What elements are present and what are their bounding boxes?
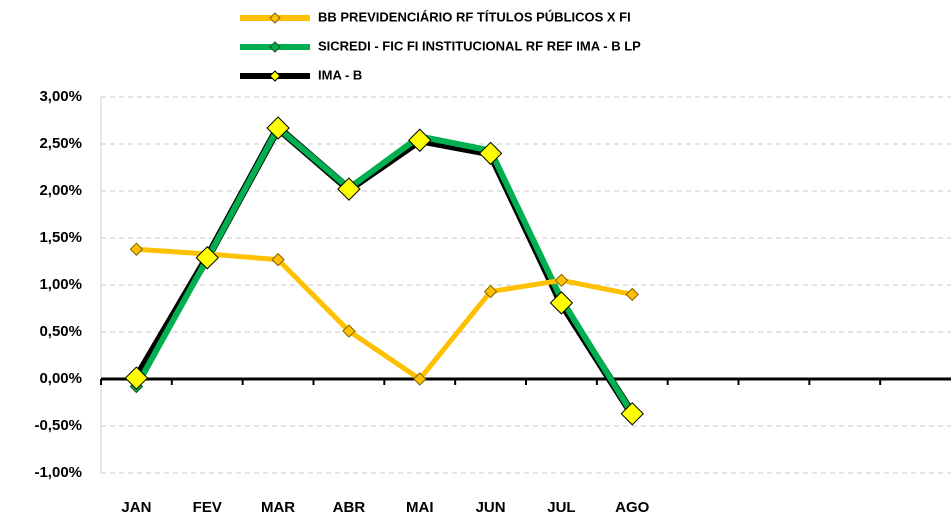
series-marker [549,291,574,315]
x-tick-label: JAN [121,499,151,516]
legend-label: SICREDI - FIC FI INSTITUCIONAL RF REF IM… [318,38,641,53]
y-tick-label: 2,00% [39,182,82,199]
series-marker [408,128,432,152]
series-marker [554,273,569,288]
legend-marker [269,12,281,24]
legend-label: BB PREVIDENCIÁRIO RF TÍTULOS PÚBLICOS X … [318,9,631,24]
series-line [136,246,633,382]
y-tick-label: 2,50% [39,135,82,152]
series-marker [620,402,644,426]
x-tick-label: JUN [476,499,506,516]
x-tick-label: JUL [547,499,575,516]
x-tick-label: MAI [406,499,434,516]
y-tick-label: 0,50% [39,323,82,340]
series-line [133,125,635,416]
series-marker [124,366,149,390]
y-tick-label: 0,00% [39,370,82,387]
series-marker [271,252,285,267]
legend-label: IMA - B [318,67,362,82]
series-marker [478,141,503,166]
series-marker [266,116,290,140]
series-marker [625,287,639,302]
series-line [132,124,636,416]
y-tick-label: 3,00% [39,88,82,105]
series-marker [483,284,498,299]
y-tick-label: 1,50% [39,229,82,246]
x-tick-label: MAR [261,499,295,516]
series-marker [129,242,144,256]
y-tick-label: 1,00% [39,276,82,293]
x-tick-label: AGO [615,499,650,516]
series-marker [195,246,219,270]
y-tick-label: -1,00% [34,464,82,481]
legend-marker [269,70,281,82]
x-tick-label: ABR [333,499,366,516]
y-tick-label: -0,50% [34,417,82,434]
series-marker [342,324,356,338]
x-tick-label: FEV [193,499,222,516]
series-marker [413,372,427,386]
legend-marker [269,41,281,53]
series-marker [337,177,361,201]
